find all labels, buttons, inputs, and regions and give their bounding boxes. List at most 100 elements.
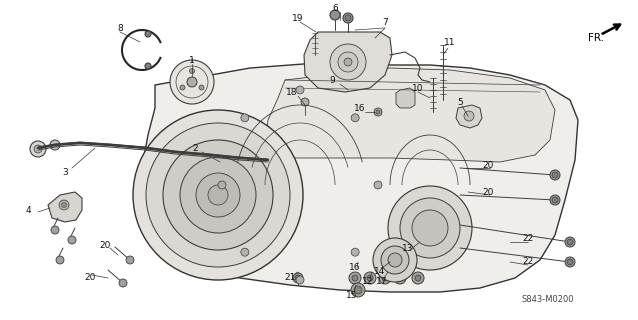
Polygon shape xyxy=(304,32,392,92)
Circle shape xyxy=(364,272,376,284)
Circle shape xyxy=(61,203,66,207)
Circle shape xyxy=(374,181,382,189)
Circle shape xyxy=(296,86,304,94)
Text: 12: 12 xyxy=(362,277,374,286)
Circle shape xyxy=(295,275,301,281)
Circle shape xyxy=(344,58,352,66)
Circle shape xyxy=(196,173,240,217)
Circle shape xyxy=(412,272,424,284)
Circle shape xyxy=(374,108,382,116)
Circle shape xyxy=(68,236,76,244)
Circle shape xyxy=(180,157,256,233)
Circle shape xyxy=(296,276,304,284)
Text: 4: 4 xyxy=(25,205,31,214)
Polygon shape xyxy=(265,68,555,162)
Circle shape xyxy=(301,98,309,106)
Circle shape xyxy=(146,123,290,267)
Text: 20: 20 xyxy=(482,161,494,170)
Circle shape xyxy=(293,273,303,283)
Text: 20: 20 xyxy=(84,274,96,283)
Circle shape xyxy=(145,31,151,37)
Circle shape xyxy=(351,283,365,297)
Text: 7: 7 xyxy=(382,18,388,27)
Circle shape xyxy=(50,140,60,150)
Circle shape xyxy=(199,85,204,90)
Circle shape xyxy=(397,275,403,281)
Circle shape xyxy=(567,239,573,245)
Text: S843-M0200: S843-M0200 xyxy=(522,295,574,305)
Text: 19: 19 xyxy=(292,13,304,22)
Circle shape xyxy=(189,68,195,74)
Circle shape xyxy=(126,256,134,264)
Circle shape xyxy=(330,10,340,20)
Circle shape xyxy=(415,275,421,281)
Circle shape xyxy=(376,110,380,114)
Circle shape xyxy=(163,140,273,250)
Circle shape xyxy=(381,246,409,274)
Circle shape xyxy=(352,275,358,281)
Circle shape xyxy=(187,77,197,87)
Circle shape xyxy=(330,44,366,80)
Text: FR.: FR. xyxy=(588,33,604,43)
Text: 20: 20 xyxy=(482,188,494,196)
Circle shape xyxy=(218,181,226,189)
Text: 5: 5 xyxy=(457,98,463,107)
Circle shape xyxy=(400,198,460,258)
Circle shape xyxy=(464,111,474,121)
Circle shape xyxy=(349,272,361,284)
Circle shape xyxy=(180,85,185,90)
Circle shape xyxy=(388,253,402,267)
Polygon shape xyxy=(48,192,82,222)
Circle shape xyxy=(345,15,351,21)
Text: 13: 13 xyxy=(402,244,414,252)
Circle shape xyxy=(59,200,69,210)
Text: 21: 21 xyxy=(285,274,295,283)
Circle shape xyxy=(567,259,573,265)
Circle shape xyxy=(552,172,558,178)
Text: 1: 1 xyxy=(189,55,195,65)
Circle shape xyxy=(379,272,391,284)
Circle shape xyxy=(51,226,59,234)
Text: 9: 9 xyxy=(329,76,335,84)
Circle shape xyxy=(241,248,249,256)
Text: 16: 16 xyxy=(349,263,360,273)
Circle shape xyxy=(565,257,575,267)
Circle shape xyxy=(354,286,362,294)
Text: 20: 20 xyxy=(100,241,110,250)
Circle shape xyxy=(373,238,417,282)
Text: 14: 14 xyxy=(375,268,386,276)
Text: 16: 16 xyxy=(354,103,366,113)
Polygon shape xyxy=(456,105,482,128)
Text: 22: 22 xyxy=(523,258,533,267)
Circle shape xyxy=(412,210,448,246)
Text: 15: 15 xyxy=(346,291,358,300)
Circle shape xyxy=(241,114,249,122)
Polygon shape xyxy=(140,62,578,292)
Text: 18: 18 xyxy=(286,87,298,97)
Circle shape xyxy=(388,186,472,270)
Text: 22: 22 xyxy=(523,234,533,243)
Circle shape xyxy=(565,237,575,247)
Circle shape xyxy=(56,256,64,264)
Circle shape xyxy=(351,114,359,122)
Polygon shape xyxy=(396,88,415,108)
Text: 8: 8 xyxy=(117,23,123,33)
Circle shape xyxy=(170,60,214,104)
Circle shape xyxy=(145,63,151,69)
Circle shape xyxy=(550,170,560,180)
Circle shape xyxy=(119,279,127,287)
Circle shape xyxy=(550,195,560,205)
Text: 6: 6 xyxy=(332,4,338,12)
Circle shape xyxy=(552,197,558,203)
Circle shape xyxy=(351,248,359,256)
Circle shape xyxy=(394,272,406,284)
Text: 10: 10 xyxy=(412,84,424,92)
Text: 17: 17 xyxy=(376,277,388,286)
Text: 2: 2 xyxy=(192,143,198,153)
Circle shape xyxy=(367,275,373,281)
Text: 3: 3 xyxy=(62,167,68,177)
Circle shape xyxy=(382,275,388,281)
Circle shape xyxy=(208,185,228,205)
Circle shape xyxy=(343,13,353,23)
Circle shape xyxy=(30,141,46,157)
